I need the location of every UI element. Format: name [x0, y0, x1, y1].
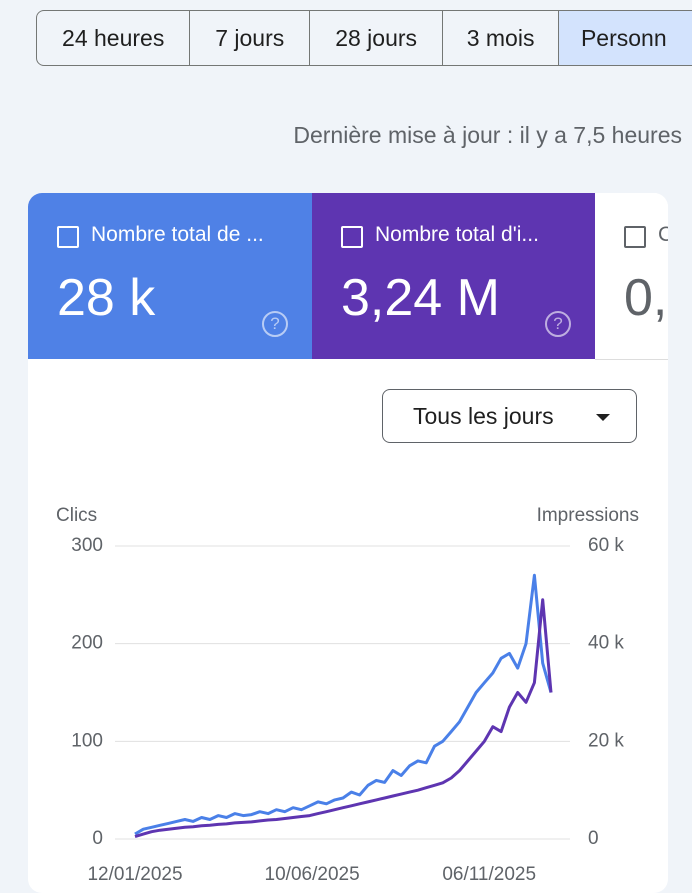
metric-label: Nombre total d'i... — [375, 223, 539, 246]
checkbox[interactable] — [57, 226, 79, 248]
y-tick-label: 200 — [71, 633, 103, 654]
last-update: Dernière mise à jour : il y a 7,5 heures — [293, 122, 682, 148]
performance-card: Nombre total de ... 28 k? Nombre total d'… — [28, 193, 668, 893]
series-line — [134, 573, 553, 836]
y2-tick-label: 0 — [588, 828, 599, 849]
y-tick-label: 100 — [71, 730, 103, 751]
tab[interactable]: 24 heures — [37, 11, 191, 65]
metric-card[interactable]: Nombre total de ... 28 k? — [28, 193, 312, 359]
metric-label: C — [658, 223, 668, 246]
x-tick-label: 12/01/2025 — [87, 864, 182, 882]
tab[interactable]: 7 jours — [190, 11, 311, 65]
y2-tick-label: 60 k — [588, 535, 624, 556]
tab[interactable]: 28 jours — [310, 11, 444, 65]
metric-label: Nombre total de ... — [91, 223, 264, 246]
x-tick-label: 06/11/2025 — [442, 864, 536, 882]
metric-value: 28 k — [57, 269, 156, 327]
y2-tick-label: 20 k — [588, 730, 624, 751]
metric-value: 3,24 M — [341, 269, 500, 327]
metric-value: 0, — [624, 269, 668, 327]
y-axis-label: Clics — [56, 505, 97, 526]
tab-bar: 24 heures 7 jours 28 jours 3 mois Person… — [36, 10, 692, 66]
y2-tick-label: 40 k — [588, 633, 624, 654]
tab-selected[interactable]: Personn — [558, 11, 692, 65]
help-icon[interactable]: ? — [545, 311, 571, 337]
metric-card[interactable]: C 0, — [595, 193, 668, 360]
help-icon[interactable]: ? — [262, 311, 288, 337]
checkbox[interactable] — [341, 226, 363, 248]
tab[interactable]: 3 mois — [443, 11, 559, 65]
series-line — [134, 598, 553, 839]
metric-card[interactable]: Nombre total d'i... 3,24 M? — [312, 193, 595, 359]
y-tick-label: 0 — [92, 828, 103, 849]
y2-axis-label: Impressions — [537, 505, 639, 526]
x-tick-label: 10/06/2025 — [265, 864, 360, 882]
checkbox[interactable] — [624, 226, 646, 248]
y-tick-label: 300 — [71, 535, 103, 556]
dropdown[interactable]: Tous les jours — [382, 389, 637, 443]
